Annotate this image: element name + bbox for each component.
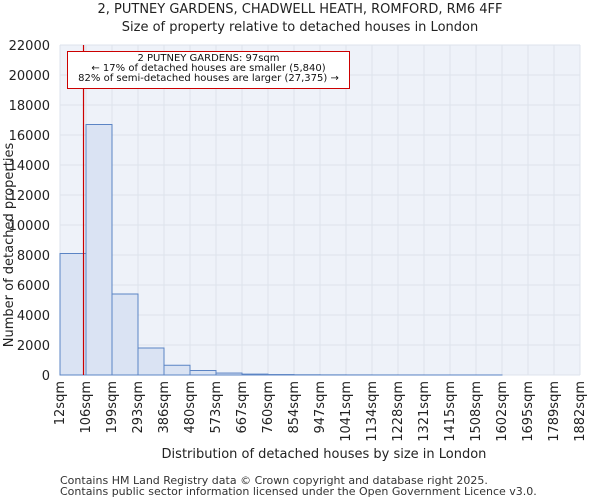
- x-axis-ticks: 12sqm 106sqm 199sqm 293sqm 386sqm 480sqm 573sq…: [53, 381, 588, 442]
- x-tick-label: 854sqm: [287, 381, 302, 434]
- footer-copyright: Contains HM Land Registry data © Crown c…: [60, 474, 488, 487]
- x-tick-label: 386sqm: [157, 381, 172, 434]
- chart-title-address: 2, PUTNEY GARDENS, CHADWELL HEATH, ROMFO…: [97, 2, 503, 17]
- y-tick-label: 20000: [9, 69, 50, 84]
- x-axis-label: Distribution of detached houses by size …: [162, 447, 487, 462]
- x-tick-label: 1134sqm: [365, 381, 380, 442]
- bar-480sqm: [189, 370, 217, 376]
- x-tick-label: 1228sqm: [391, 381, 406, 442]
- x-tick-label: 1789sqm: [547, 381, 562, 442]
- y-tick-label: 4000: [17, 309, 50, 324]
- annotation-title: 2 PUTNEY GARDENS: 97sqm: [137, 53, 280, 64]
- annotation-smaller: ← 17% of detached houses are smaller (5,…: [91, 63, 326, 74]
- x-tick-label: 1882sqm: [573, 381, 588, 442]
- footer-licence: Contains public sector information licen…: [60, 485, 537, 498]
- y-tick-label: 10000: [9, 219, 50, 234]
- x-tick-label: 667sqm: [235, 381, 250, 434]
- y-tick-label: 12000: [9, 189, 50, 204]
- y-tick-label: 8000: [17, 249, 50, 264]
- x-tick-label: 1415sqm: [443, 381, 458, 442]
- x-tick-label: 573sqm: [209, 381, 224, 434]
- x-tick-label: 1321sqm: [417, 381, 432, 442]
- y-tick-label: 18000: [9, 99, 50, 114]
- y-tick-label: 2000: [17, 339, 50, 354]
- bar-293sqm: [137, 347, 165, 376]
- bar-106sqm: [85, 124, 113, 376]
- y-axis-label: Number of detached properties: [2, 143, 17, 348]
- bar-573sqm: [215, 372, 243, 376]
- x-tick-label: 1508sqm: [469, 381, 484, 442]
- y-axis-ticks: 0 2000 4000 6000 8000 10000 12000 14000 16000 180…: [9, 39, 50, 384]
- y-tick-label: 16000: [9, 129, 50, 144]
- x-tick-label: 1602sqm: [495, 381, 510, 442]
- x-tick-label: 106sqm: [79, 381, 94, 434]
- x-tick-label: 1695sqm: [521, 381, 536, 442]
- x-tick-label: 293sqm: [131, 381, 146, 434]
- x-tick-label: 1041sqm: [339, 381, 354, 442]
- annotation-box: 2 PUTNEY GARDENS: 97sqm ← 17% of detache…: [67, 51, 350, 89]
- bars: [59, 124, 503, 376]
- x-tick-label: 480sqm: [183, 381, 198, 434]
- x-tick-label: 947sqm: [313, 381, 328, 434]
- x-tick-label: 199sqm: [105, 381, 120, 434]
- annotation-larger: 82% of semi-detached houses are larger (…: [78, 73, 339, 84]
- bar-12sqm: [59, 253, 87, 376]
- x-tick-label: 12sqm: [53, 381, 68, 425]
- bar-667sqm: [241, 373, 269, 376]
- y-tick-label: 14000: [9, 159, 50, 174]
- y-tick-label: 22000: [9, 39, 50, 54]
- bar-386sqm: [163, 364, 191, 376]
- chart-title: Size of property relative to detached ho…: [121, 20, 479, 35]
- y-tick-label: 0: [42, 369, 50, 384]
- bar-199sqm: [111, 293, 139, 376]
- y-tick-label: 6000: [17, 279, 50, 294]
- gridlines: [59, 44, 581, 376]
- x-tick-label: 760sqm: [261, 381, 276, 434]
